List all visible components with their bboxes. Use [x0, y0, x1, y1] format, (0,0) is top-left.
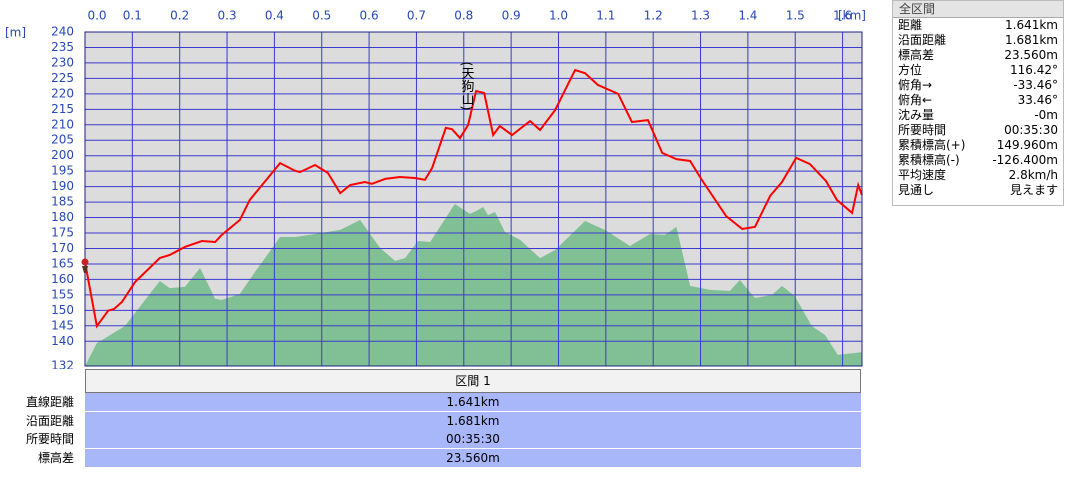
- panel-value: -33.46°: [1013, 78, 1058, 92]
- panel-row: 距離 1.641km: [893, 18, 1063, 33]
- y-tick-label: 215: [51, 102, 74, 116]
- y-tick-label: 150: [51, 303, 74, 317]
- panel-value: 33.46°: [1017, 93, 1058, 107]
- panel-row: 見通し 見えます: [893, 183, 1063, 198]
- panel-label: 距離: [898, 18, 923, 32]
- panel-row: 累積標高(+) 149.960m: [893, 138, 1063, 153]
- panel-label: 標高差: [898, 48, 935, 62]
- panel-label: 沿面距離: [898, 33, 947, 47]
- y-tick-label: 180: [51, 210, 74, 224]
- panel-row: 平均速度 2.8km/h: [893, 168, 1063, 183]
- panel-value: 00:35:30: [1004, 123, 1058, 137]
- y-tick-label: 165: [51, 256, 74, 270]
- x-tick-label: 1.3: [691, 9, 710, 23]
- x-tick-label: 0.0: [87, 9, 106, 23]
- panel-label: 方位: [898, 63, 923, 77]
- panel-row: 俯角→ -33.46°: [893, 78, 1063, 93]
- panel-value: 1.641km: [1005, 18, 1058, 32]
- panel-label: 俯角→: [898, 78, 933, 92]
- y-tick-label: 195: [51, 164, 74, 178]
- x-tick-label: 1.2: [644, 9, 663, 23]
- section-row: 標高差 23.560m: [0, 448, 862, 467]
- x-tick-label: 0.4: [265, 9, 284, 23]
- y-tick-label: 210: [51, 117, 74, 131]
- y-tick-label: 170: [51, 241, 74, 255]
- panel-row: 累積標高(-) -126.400m: [893, 153, 1063, 168]
- panel-value: -126.400m: [992, 153, 1058, 167]
- elevation-line: [84, 68, 863, 329]
- panel-row: 標高差 23.560m: [893, 48, 1063, 63]
- panel-label: 平均速度: [898, 168, 947, 182]
- start-marker: [81, 258, 89, 273]
- y-tick-label: 240: [51, 25, 74, 39]
- row-value: 00:35:30: [85, 430, 861, 448]
- section-row: 直線距離 1.641km: [0, 393, 862, 411]
- y-tick-label: 140: [51, 334, 74, 348]
- panel-label: 見通し: [898, 183, 935, 197]
- panel-label: 累積標高(+): [898, 138, 966, 152]
- y-tick-label: 235: [51, 40, 74, 54]
- y-tick-label: 155: [51, 287, 74, 301]
- x-tick-label: 1.5: [786, 9, 805, 23]
- row-value: 1.641km: [85, 393, 861, 411]
- panel-value: 1.681km: [1005, 33, 1058, 47]
- y-tick-label: 220: [51, 86, 74, 100]
- panel-title: 全区間: [893, 1, 1063, 18]
- panel-row: 方位 116.42°: [893, 63, 1063, 78]
- row-value: 23.560m: [85, 448, 861, 467]
- row-label: 直線距離: [25, 395, 74, 409]
- panel-row: 沿面距離 1.681km: [893, 33, 1063, 48]
- row-value: 1.681km: [85, 411, 861, 430]
- summary-panel: 全区間 距離 1.641km 沿面距離 1.681km 標高差 23.560m 方位 116.…: [892, 0, 1064, 206]
- x-tick-label: 1.1: [596, 9, 615, 23]
- y-tick-label: 200: [51, 148, 74, 162]
- x-tick-label: 0.6: [360, 9, 379, 23]
- row-label: 所要時間: [25, 432, 74, 446]
- x-tick-label: 0.3: [218, 9, 237, 23]
- y-tick-label: 132: [51, 359, 74, 370]
- panel-row: 沈み量 -0m: [893, 108, 1063, 123]
- x-tick-label: 1.6: [833, 9, 852, 23]
- panel-value: -0m: [1034, 108, 1058, 122]
- y-tick-label: 175: [51, 226, 74, 240]
- panel-value: 149.960m: [996, 138, 1058, 152]
- y-tick-label: 185: [51, 195, 74, 209]
- x-tick-label: 0.1: [123, 9, 142, 23]
- panel-label: 俯角←: [898, 93, 933, 107]
- x-tick-label: 0.2: [170, 9, 189, 23]
- x-tick-label: 0.5: [312, 9, 331, 23]
- x-tick-label: 1.4: [738, 9, 757, 23]
- x-tick-label: 0.7: [407, 9, 426, 23]
- x-tick-label: 1.0: [549, 9, 568, 23]
- y-tick-label: 205: [51, 133, 74, 147]
- panel-value: 見えます: [1009, 183, 1058, 197]
- panel-value: 23.560m: [1004, 48, 1058, 62]
- x-axis-label: [km]: [838, 9, 866, 23]
- panel-row: 所要時間 00:35:30: [893, 123, 1063, 138]
- y-axis-label: [m]: [5, 26, 26, 40]
- chart: [m] [km] (天狗山) 1321401451501551601651701…: [5, 9, 866, 370]
- panel-value: 2.8km/h: [1008, 168, 1058, 182]
- y-tick-label: 145: [51, 318, 74, 332]
- y-tick-label: 230: [51, 55, 74, 69]
- peak-annotation: (天狗山): [459, 61, 475, 110]
- plot-border: [84, 31, 863, 367]
- panel-label: 所要時間: [898, 123, 947, 137]
- row-label: 沿面距離: [25, 413, 74, 428]
- section-row: 沿面距離 1.681km: [0, 411, 862, 430]
- y-tick-label: 190: [51, 179, 74, 193]
- section-row: 所要時間 00:35:30: [0, 430, 862, 448]
- panel-row: 俯角← 33.46°: [893, 93, 1063, 108]
- section-header: 区間 1: [85, 369, 861, 393]
- row-label: 標高差: [37, 450, 74, 465]
- y-tick-label: 225: [51, 71, 74, 85]
- panel-label: 沈み量: [898, 108, 935, 122]
- y-tick-label: 160: [51, 272, 74, 286]
- x-tick-label: 0.8: [454, 9, 473, 23]
- x-tick-label: 0.9: [502, 9, 521, 23]
- panel-label: 累積標高(-): [898, 153, 960, 167]
- panel-value: 116.42°: [1010, 63, 1058, 77]
